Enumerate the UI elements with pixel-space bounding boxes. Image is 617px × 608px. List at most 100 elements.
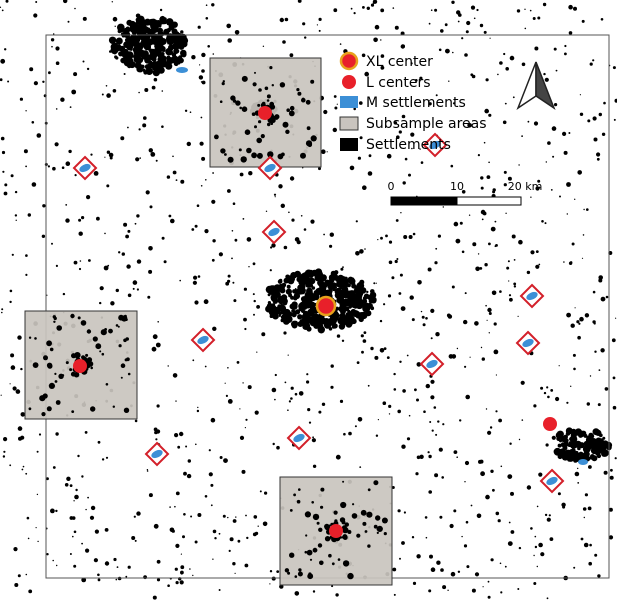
settlement: [143, 116, 147, 120]
settlement: [442, 585, 446, 589]
urban-area: [341, 287, 348, 294]
settlement: [527, 485, 531, 489]
settlement: [322, 403, 325, 406]
settlement: [318, 167, 321, 170]
settlement: [183, 513, 186, 516]
settlement: [380, 9, 384, 13]
urban-area: [586, 435, 593, 442]
settlement: [172, 530, 175, 533]
settlement: [109, 153, 114, 158]
settlement: [179, 432, 183, 436]
urban-area: [297, 321, 303, 327]
settlement: [74, 8, 76, 10]
urban-area: [602, 440, 608, 446]
settlement: [517, 588, 519, 590]
settlement: [85, 549, 89, 553]
settlement: [253, 533, 257, 537]
settlement: [160, 9, 162, 11]
settlement: [307, 550, 313, 556]
settlement: [499, 61, 503, 65]
settlement: [209, 449, 211, 451]
settlement: [125, 358, 128, 361]
settlement: [125, 576, 127, 578]
settlement: [192, 575, 193, 576]
settlement: [6, 0, 9, 3]
settlement: [245, 129, 251, 135]
settlement: [113, 17, 118, 22]
settlement: [26, 574, 28, 576]
settlement: [157, 404, 160, 407]
settlement: [320, 506, 323, 509]
settlement: [162, 237, 165, 240]
settlement: [144, 88, 148, 92]
map: XL center L centers M settlements Subsam…: [0, 0, 617, 608]
settlement: [575, 307, 576, 308]
urban-area: [563, 456, 567, 460]
settlement: [435, 434, 437, 436]
settlement: [104, 328, 107, 331]
settlement: [599, 113, 602, 116]
settlement: [338, 558, 341, 561]
settlement: [402, 389, 406, 393]
settlement: [485, 495, 490, 500]
settlement: [409, 415, 411, 417]
settlement: [469, 215, 470, 216]
settlement: [604, 471, 608, 475]
urban-area: [362, 305, 370, 313]
urban-area: [279, 288, 285, 294]
settlement: [85, 431, 88, 434]
settlement: [302, 22, 305, 25]
settlement: [603, 102, 606, 105]
settlement: [509, 443, 511, 445]
settlement: [298, 572, 303, 577]
settlement: [245, 427, 246, 428]
settlement: [253, 262, 256, 265]
settlement: [434, 261, 437, 264]
settlement: [333, 8, 337, 12]
settlement: [495, 245, 497, 247]
settlement: [191, 55, 195, 59]
settlement: [480, 471, 485, 476]
settlement: [559, 196, 561, 198]
settlement: [81, 475, 83, 477]
settlement: [380, 39, 381, 40]
settlement: [246, 148, 252, 154]
settlement: [318, 543, 322, 547]
settlement: [489, 332, 490, 333]
urban-area: [137, 17, 145, 25]
settlement: [56, 400, 61, 405]
settlement: [205, 495, 208, 498]
settlement: [245, 564, 249, 568]
m-settlement: [578, 459, 588, 465]
urban-area: [339, 301, 345, 307]
settlement: [466, 30, 469, 33]
settlement: [318, 528, 322, 532]
settlement: [555, 397, 559, 401]
settlement: [613, 66, 616, 69]
settlement: [596, 152, 600, 156]
settlement: [550, 539, 551, 540]
settlement: [466, 521, 469, 524]
settlement: [2, 171, 4, 173]
urban-area: [288, 312, 292, 316]
settlement: [156, 160, 158, 162]
settlement: [409, 235, 413, 239]
urban-area: [328, 292, 332, 296]
settlement: [185, 110, 187, 112]
urban-area: [177, 61, 181, 65]
settlement: [232, 230, 234, 232]
settlement: [185, 446, 187, 448]
settlement: [535, 265, 539, 269]
legend-symbol: [342, 75, 356, 89]
settlement: [546, 386, 548, 388]
l-center: [258, 106, 272, 120]
settlement: [180, 180, 184, 184]
settlement: [527, 271, 530, 274]
settlement: [150, 205, 153, 208]
settlement: [484, 109, 489, 114]
settlement: [389, 241, 392, 244]
settlement: [154, 428, 158, 432]
settlement: [375, 515, 380, 520]
settlement: [421, 161, 424, 164]
settlement: [554, 48, 557, 51]
